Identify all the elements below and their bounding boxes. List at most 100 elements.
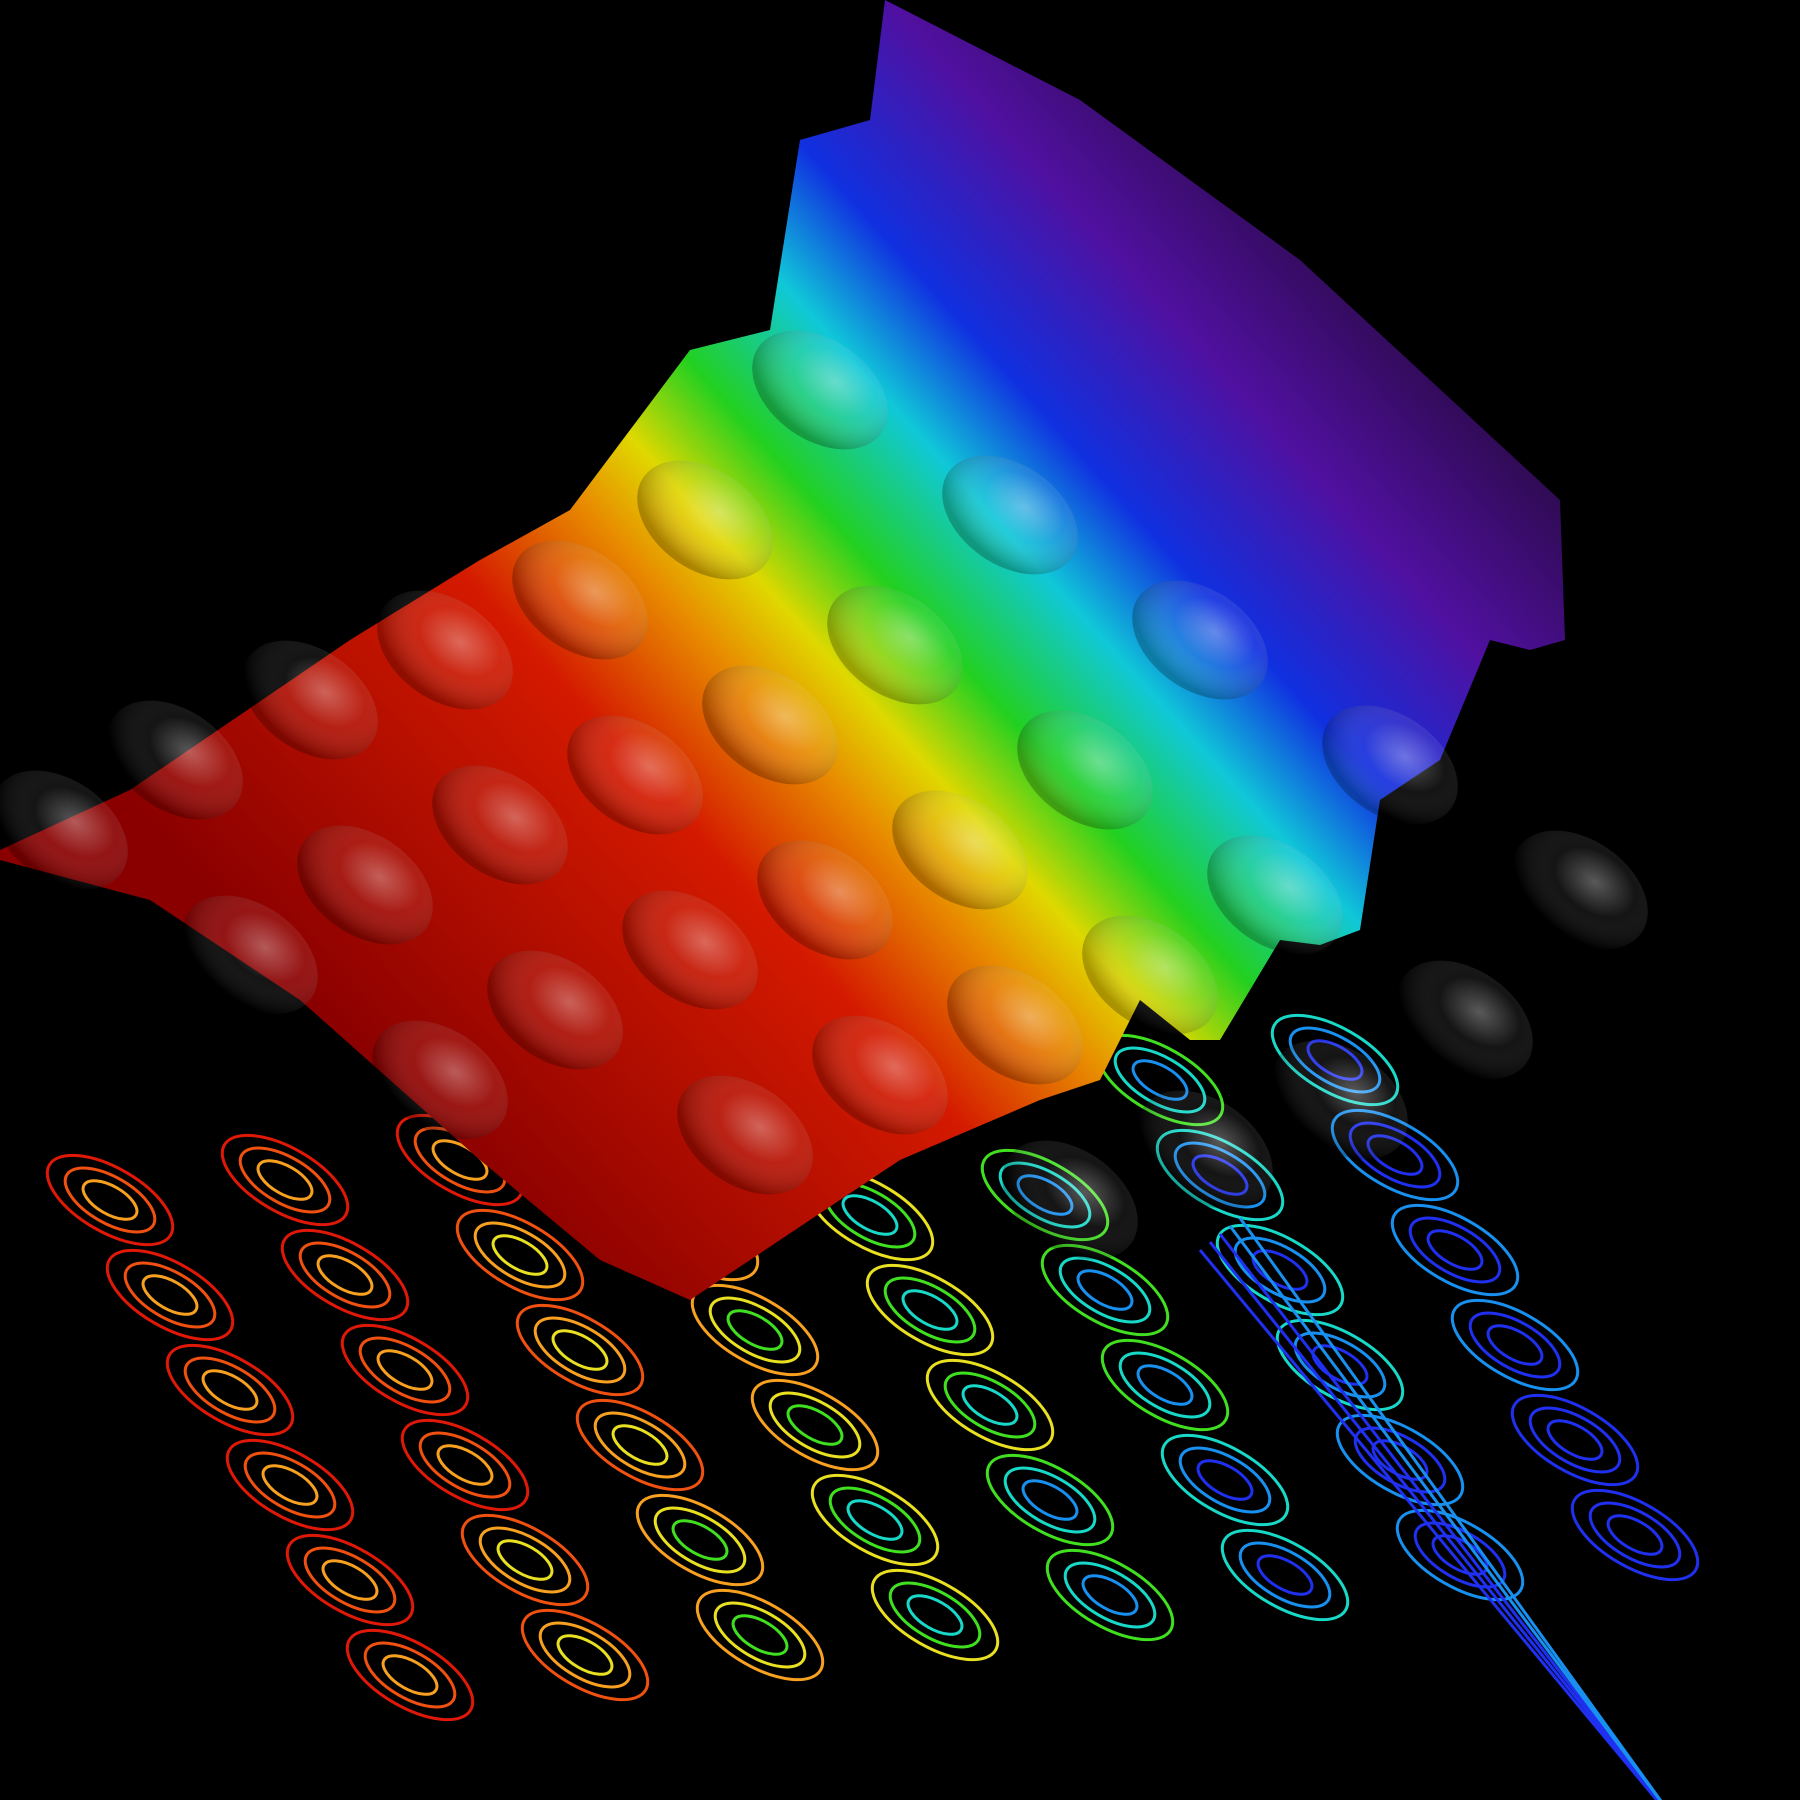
contour-line xyxy=(460,1513,590,1607)
surface-peak xyxy=(1272,1040,1408,1160)
contour-line xyxy=(473,1221,567,1289)
contour-line xyxy=(478,1526,572,1594)
contour-line xyxy=(1178,1446,1272,1514)
contour-line xyxy=(961,1384,1019,1426)
contour-line xyxy=(1390,1203,1520,1297)
contour-line xyxy=(1208,1241,1661,1800)
surface-peak xyxy=(0,770,128,890)
contour-line xyxy=(220,1133,350,1227)
surface-peak xyxy=(182,895,318,1015)
contour-line xyxy=(750,1378,880,1472)
surface-peak xyxy=(1002,1140,1138,1260)
surface-peak xyxy=(432,765,568,885)
contour-line xyxy=(418,1431,512,1499)
surface-peak xyxy=(942,455,1078,575)
contour-line xyxy=(611,1424,669,1466)
contour-line xyxy=(225,1438,355,1532)
contour-line xyxy=(303,1546,397,1614)
contour-line xyxy=(1063,1561,1157,1629)
surface-peak xyxy=(512,540,648,660)
contour-line xyxy=(1198,1249,1659,1800)
surface-peak xyxy=(622,890,758,1010)
contour-line xyxy=(1395,1508,1525,1602)
contour-line xyxy=(345,1628,475,1722)
contour-line xyxy=(708,1296,802,1364)
contour-line xyxy=(1311,1344,1369,1386)
contour-line xyxy=(436,1444,494,1486)
surface-peak xyxy=(947,965,1083,1085)
contour-line xyxy=(841,1194,899,1236)
contour-line xyxy=(520,1608,650,1702)
contour-line xyxy=(256,1159,314,1201)
surface-peak xyxy=(1137,1090,1273,1210)
contour-line xyxy=(400,1418,530,1512)
contour-line xyxy=(81,1179,139,1221)
contour-line xyxy=(1510,1393,1640,1487)
contour-line xyxy=(1468,1311,1562,1379)
contour-line xyxy=(985,1453,1115,1547)
contour-line xyxy=(280,1228,410,1322)
contour-line xyxy=(1408,1216,1502,1284)
contour-line xyxy=(340,1323,470,1417)
contour-line xyxy=(1196,1459,1254,1501)
contour-line xyxy=(888,1581,982,1649)
contour-line xyxy=(1218,1233,1662,1800)
contour-line xyxy=(243,1451,337,1519)
contour-line xyxy=(635,1493,765,1587)
contour-line xyxy=(870,1568,1000,1662)
contour-line xyxy=(925,1358,1055,1452)
contour-line xyxy=(551,1329,609,1371)
contour-line xyxy=(883,1276,977,1344)
surface-peak xyxy=(567,715,703,835)
surface-peak xyxy=(757,840,893,960)
contour-line xyxy=(316,1254,374,1296)
contour-line xyxy=(1220,1528,1350,1622)
contour-line xyxy=(1238,1541,1332,1609)
surface-peak xyxy=(487,950,623,1070)
contour-line xyxy=(1546,1419,1604,1461)
contour-line xyxy=(828,1486,922,1554)
contour-line xyxy=(491,1234,549,1276)
surface-peak xyxy=(812,1015,948,1135)
contour-line xyxy=(201,1369,259,1411)
contour-line xyxy=(1081,1574,1139,1616)
contour-line xyxy=(261,1464,319,1506)
contour-line xyxy=(1118,1351,1212,1419)
contour-line xyxy=(943,1371,1037,1439)
contour-line xyxy=(533,1316,627,1384)
surface-peak xyxy=(377,590,513,710)
contour-line xyxy=(455,1208,585,1302)
surface-peak xyxy=(1512,830,1648,950)
contour-line xyxy=(1353,1426,1447,1494)
surface-peak xyxy=(827,585,963,705)
contour-line xyxy=(298,1241,392,1309)
contour-line xyxy=(1215,1223,1345,1317)
contour-line xyxy=(1293,1331,1387,1399)
surface-peak xyxy=(372,1020,508,1140)
surface-plot xyxy=(0,0,1648,1300)
surface-peak xyxy=(1397,960,1533,1080)
contour-line xyxy=(1003,1466,1097,1534)
contour-line xyxy=(1021,1479,1079,1521)
surface-peak xyxy=(702,665,838,785)
contour-line xyxy=(1045,1548,1175,1642)
contour-line xyxy=(183,1356,277,1424)
contour-line xyxy=(285,1533,415,1627)
contour-line xyxy=(63,1166,157,1234)
contour-line xyxy=(1160,1433,1290,1527)
contour-line xyxy=(1450,1298,1580,1392)
surface-peak xyxy=(242,640,378,760)
contour-line xyxy=(846,1499,904,1541)
contour-line xyxy=(45,1153,175,1247)
contour-line xyxy=(786,1404,844,1446)
contour-line xyxy=(1426,1229,1484,1271)
surface-peak xyxy=(1132,580,1268,700)
contour-line xyxy=(496,1539,554,1581)
contour-line xyxy=(165,1343,295,1437)
contour-line xyxy=(1228,1225,1662,1800)
contour-line xyxy=(381,1654,439,1696)
surface-peak xyxy=(752,330,888,450)
contour-line xyxy=(713,1601,807,1669)
contour-line xyxy=(1238,1217,1663,1800)
